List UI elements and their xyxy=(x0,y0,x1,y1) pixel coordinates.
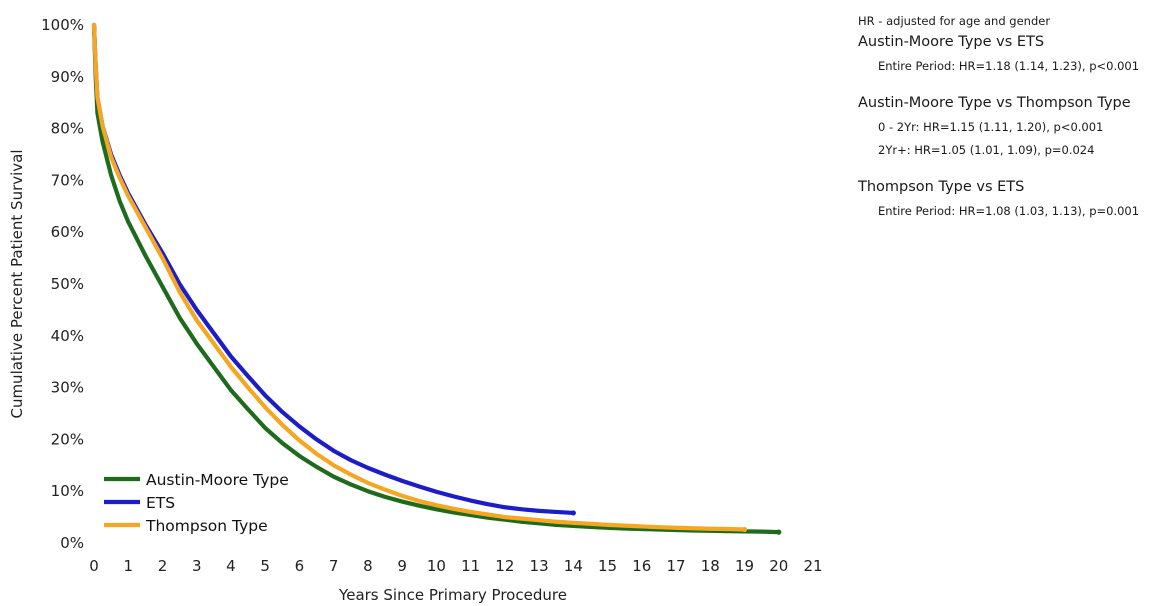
x-tick-label: 20 xyxy=(769,557,788,575)
notes-header: HR - adjusted for age and gender xyxy=(858,14,1051,28)
x-tick-label: 15 xyxy=(598,557,617,575)
comparison-title: Austin-Moore Type vs ETS xyxy=(858,34,1045,50)
series-end-point-2 xyxy=(741,526,748,533)
x-tick-label: 7 xyxy=(329,557,339,575)
comparison-line: Entire Period: HR=1.18 (1.14, 1.23), p<0… xyxy=(878,59,1140,73)
series-line-2 xyxy=(91,22,747,532)
x-tick-label: 1 xyxy=(123,557,133,575)
x-tick-label: 0 xyxy=(89,557,99,575)
comparison-block: Austin-Moore Type vs Thompson Type 0 - 2… xyxy=(858,95,1170,157)
comparison-block: Thompson Type vs ETS Entire Period: HR=1… xyxy=(858,179,1170,218)
series-end-point-1 xyxy=(570,510,576,516)
x-tick-label: 17 xyxy=(667,557,686,575)
y-tick-label: 30% xyxy=(51,379,84,397)
x-tick-label: 3 xyxy=(192,557,202,575)
comparison-title: Thompson Type vs ETS xyxy=(858,179,1025,195)
y-tick-label: 20% xyxy=(51,430,84,448)
y-tick-label: 80% xyxy=(51,120,84,138)
x-tick-label: 4 xyxy=(226,557,236,575)
y-tick-label: 70% xyxy=(51,171,84,189)
comparison-block: Austin-Moore Type vs ETS Entire Period: … xyxy=(858,34,1170,73)
series-layer xyxy=(91,22,782,535)
y-tick-label: 50% xyxy=(51,275,84,293)
x-tick-label: 5 xyxy=(260,557,270,575)
hazard-ratio-notes: HR - adjusted for age and gender Austin-… xyxy=(858,14,1170,240)
y-tick-label: 60% xyxy=(51,223,84,241)
legend-label: Thompson Type xyxy=(145,517,268,535)
x-tick-label: 18 xyxy=(701,557,720,575)
x-tick-label: 8 xyxy=(363,557,373,575)
y-tick-label: 0% xyxy=(60,534,84,552)
x-tick-label: 9 xyxy=(397,557,407,575)
x-tick-label: 12 xyxy=(495,557,514,575)
x-tick-label: 21 xyxy=(803,557,822,575)
x-tick-label: 14 xyxy=(564,557,583,575)
series-line-0 xyxy=(91,22,781,535)
x-tick-label: 19 xyxy=(735,557,754,575)
y-tick-label: 10% xyxy=(51,482,84,500)
series-end-point-0 xyxy=(776,529,782,535)
axes: 0%10%20%30%40%50%60%70%80%90%100%0 1 2 3 4 5 6… xyxy=(41,16,822,575)
legend-label: Austin-Moore Type xyxy=(146,471,289,489)
x-tick-label: 6 xyxy=(295,557,305,575)
survival-chart: 0%10%20%30%40%50%60%70%80%90%100%0 1 2 3 4 5 6… xyxy=(8,16,823,604)
y-tick-label: 90% xyxy=(51,68,84,86)
y-tick-label: 40% xyxy=(51,327,84,345)
x-tick-label: 11 xyxy=(461,557,480,575)
y-axis-title: Cumulative Percent Patient Survival xyxy=(8,149,26,418)
x-axis-title: Years Since Primary Procedure xyxy=(338,586,567,604)
x-tick-label: 10 xyxy=(427,557,446,575)
y-tick-label: 100% xyxy=(41,16,84,34)
x-tick-label: 16 xyxy=(632,557,651,575)
legend-label: ETS xyxy=(146,494,175,512)
comparison-line: 2Yr+: HR=1.05 (1.01, 1.09), p=0.024 xyxy=(878,143,1095,157)
legend: Austin-Moore Type ETS Thompson Type xyxy=(104,471,289,535)
x-tick-label: 2 xyxy=(158,557,168,575)
comparison-line: 0 - 2Yr: HR=1.15 (1.11, 1.20), p<0.001 xyxy=(878,120,1104,134)
comparison-title: Austin-Moore Type vs Thompson Type xyxy=(858,95,1131,111)
x-tick-label: 13 xyxy=(530,557,549,575)
comparison-line: Entire Period: HR=1.08 (1.03, 1.13), p=0… xyxy=(878,204,1140,218)
